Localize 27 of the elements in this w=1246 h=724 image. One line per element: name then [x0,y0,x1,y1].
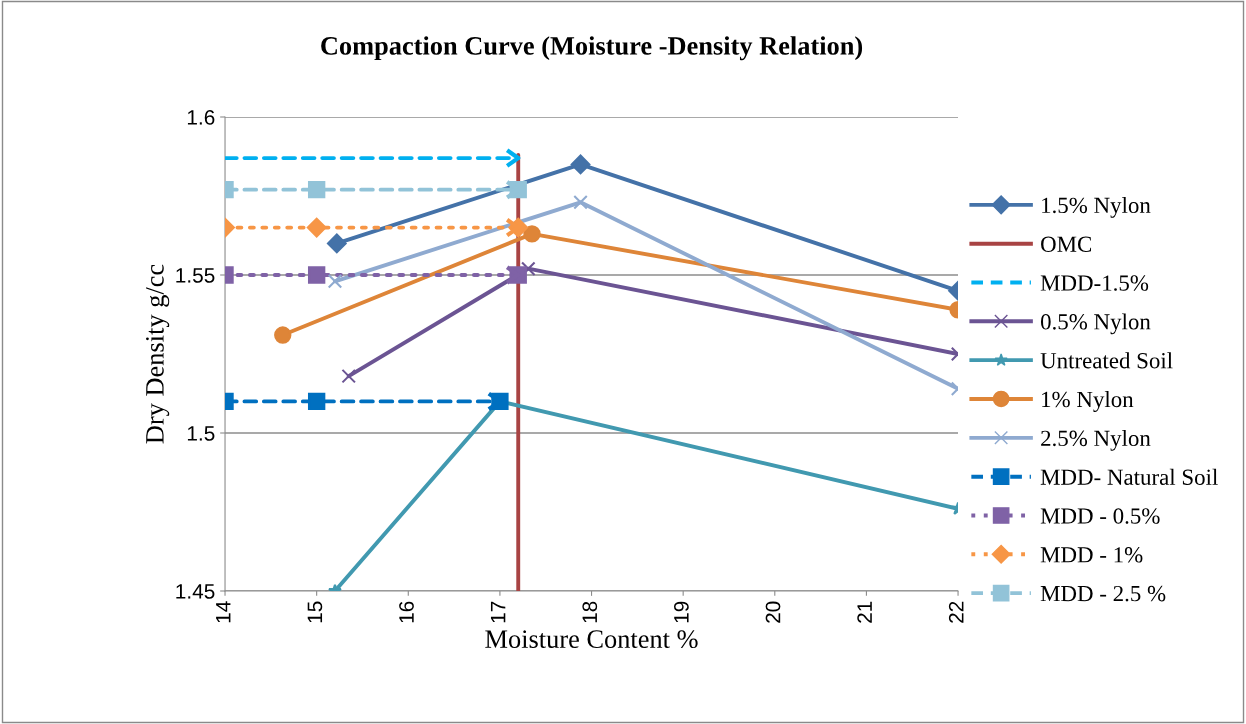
x-tick-label: 15 [307,601,323,623]
x-axis-title: Moisture Content % [485,630,698,649]
x-tick-label: 19 [674,601,689,623]
y-tick-label: 1.5 [187,426,215,441]
y-tick-label: 1.6 [187,110,215,125]
legend-label: MDD - 0.5% [1040,508,1160,524]
x-tick-label: 18 [582,601,598,623]
x-tick-label: 20 [765,601,781,623]
x-tick-label: 17 [490,601,506,623]
legend-label: 2.5% Nylon [1041,429,1151,451]
y-tick-label: 1.55 [176,268,215,283]
y-axis-title: Dry Density g/cc [146,264,170,444]
legend-label: MDD - 1% [1040,547,1143,563]
legend-label: MDD - 2.5 % [1040,585,1166,602]
x-tick-label: 14 [216,601,231,623]
x-tick-label: 22 [948,601,964,623]
x-tick-label: 21 [857,601,872,623]
legend-label: Untreated Soil [1040,352,1173,369]
legend-label: 1.5% Nylon [1042,196,1151,218]
legend-label: MDD-1.5% [1040,275,1149,291]
legend-label: OMC [1041,236,1092,252]
legend-label: MDD- Natural Soil [1040,468,1218,485]
y-tick-label: 1.45 [176,584,215,599]
chart-title: Compaction Curve (Moisture -Density Relation) [321,36,863,61]
legend-label: 1% Nylon [1042,391,1134,412]
legend-label: 0.5% Nylon [1040,313,1151,335]
x-tick-label: 16 [399,601,414,623]
